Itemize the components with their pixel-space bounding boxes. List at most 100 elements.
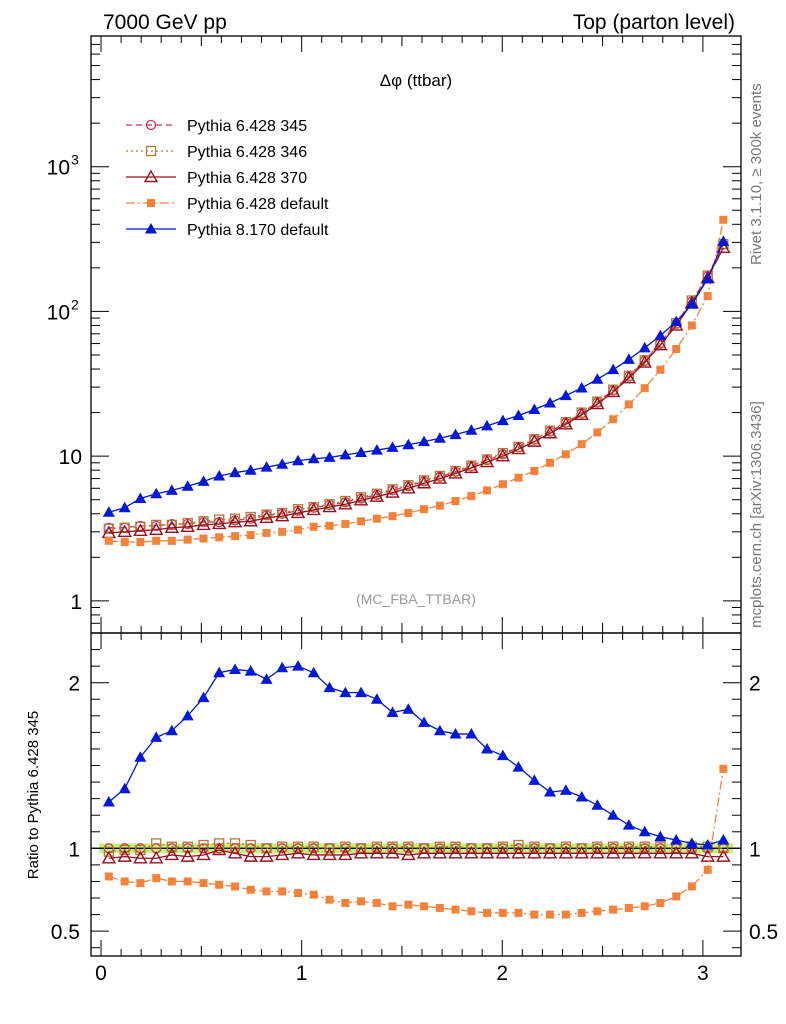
data-point xyxy=(575,381,588,393)
data-point xyxy=(593,428,602,437)
data-point xyxy=(308,841,319,852)
data-point xyxy=(338,847,353,861)
data-point xyxy=(306,847,321,861)
data-point xyxy=(483,908,492,917)
ratio-y-tick-label-right: 2 xyxy=(749,673,761,696)
data-point xyxy=(609,905,618,914)
data-point xyxy=(701,839,714,850)
data-point xyxy=(355,686,368,698)
data-point xyxy=(355,492,367,503)
series-line xyxy=(108,665,724,846)
data-point xyxy=(451,905,460,914)
data-point xyxy=(388,512,397,521)
data-point xyxy=(608,841,619,852)
data-point xyxy=(229,663,242,674)
data-point xyxy=(495,448,511,462)
data-point xyxy=(325,895,334,904)
ratio-y-tick-label: 2 xyxy=(68,673,80,696)
data-point xyxy=(306,502,321,516)
data-point xyxy=(104,872,113,881)
data-point xyxy=(420,505,429,514)
data-point xyxy=(199,534,208,543)
data-point xyxy=(211,516,227,530)
series-p370 xyxy=(101,240,731,539)
data-point xyxy=(542,845,558,859)
data-point xyxy=(103,523,115,534)
data-point xyxy=(684,845,700,859)
data-point xyxy=(244,665,257,676)
data-point xyxy=(593,907,602,916)
plot-title: Δφ (ttbar) xyxy=(380,71,452,90)
data-point xyxy=(448,845,463,859)
data-point xyxy=(546,910,555,919)
data-point xyxy=(260,461,273,472)
data-point xyxy=(290,845,306,859)
data-point xyxy=(544,396,557,408)
data-point xyxy=(432,471,448,484)
data-point xyxy=(388,902,397,911)
data-point xyxy=(560,841,572,852)
data-point xyxy=(101,850,117,864)
y-tick-base: 10 xyxy=(47,157,70,180)
y-tick-label: 10 xyxy=(59,446,82,469)
data-point xyxy=(435,501,444,510)
data-point xyxy=(404,508,413,517)
data-point xyxy=(561,450,570,459)
data-point xyxy=(530,910,539,919)
data-point xyxy=(292,841,304,852)
data-point xyxy=(117,849,132,862)
data-point xyxy=(385,485,400,498)
data-point xyxy=(164,520,180,533)
data-point xyxy=(449,428,462,440)
data-point xyxy=(183,535,192,544)
data-point xyxy=(181,480,194,491)
ratio-frame xyxy=(90,632,742,957)
series-p346 xyxy=(103,238,729,534)
y-tick-label: 10 xyxy=(47,301,70,324)
data-point xyxy=(402,703,415,714)
data-point xyxy=(372,898,381,907)
data-point xyxy=(624,903,633,912)
data-point xyxy=(481,419,494,431)
data-point xyxy=(717,235,730,246)
data-point xyxy=(243,849,258,862)
data-point xyxy=(213,469,226,481)
data-point xyxy=(353,845,369,859)
data-point xyxy=(294,525,303,534)
data-point xyxy=(371,488,383,499)
data-point xyxy=(165,724,178,736)
data-point xyxy=(416,475,432,489)
data-point xyxy=(685,298,698,309)
y-tick-label: 10 xyxy=(47,157,70,180)
data-point xyxy=(325,521,334,530)
data-point xyxy=(403,841,414,852)
data-point xyxy=(464,460,479,474)
series-line xyxy=(108,849,724,859)
data-point xyxy=(243,513,258,527)
data-point xyxy=(637,355,652,368)
data-point xyxy=(322,499,337,513)
data-point xyxy=(416,845,432,859)
data-point xyxy=(703,291,712,300)
data-point xyxy=(433,724,446,736)
data-point xyxy=(514,908,523,917)
mcplots-label: mcplots.cern.ch [arXiv:1306.3436] xyxy=(748,401,765,628)
data-point xyxy=(640,902,649,911)
data-point xyxy=(449,728,462,739)
data-point xyxy=(215,533,224,542)
ratio-y-tick-label: 0.5 xyxy=(51,921,80,944)
data-point xyxy=(152,874,161,883)
data-point xyxy=(575,790,588,802)
ratio-series-p6def xyxy=(104,764,728,919)
data-point xyxy=(546,458,555,467)
data-point xyxy=(231,882,240,891)
data-point xyxy=(134,492,147,503)
data-point xyxy=(498,480,507,489)
ratio-panel: 0.5 0.5 1 1 2 2 0 1 2 3 xyxy=(51,632,778,985)
data-point xyxy=(340,841,351,852)
y-tick-exponent: 2 xyxy=(71,296,79,312)
data-point xyxy=(371,841,383,852)
data-point xyxy=(672,892,681,901)
data-point xyxy=(183,877,192,886)
